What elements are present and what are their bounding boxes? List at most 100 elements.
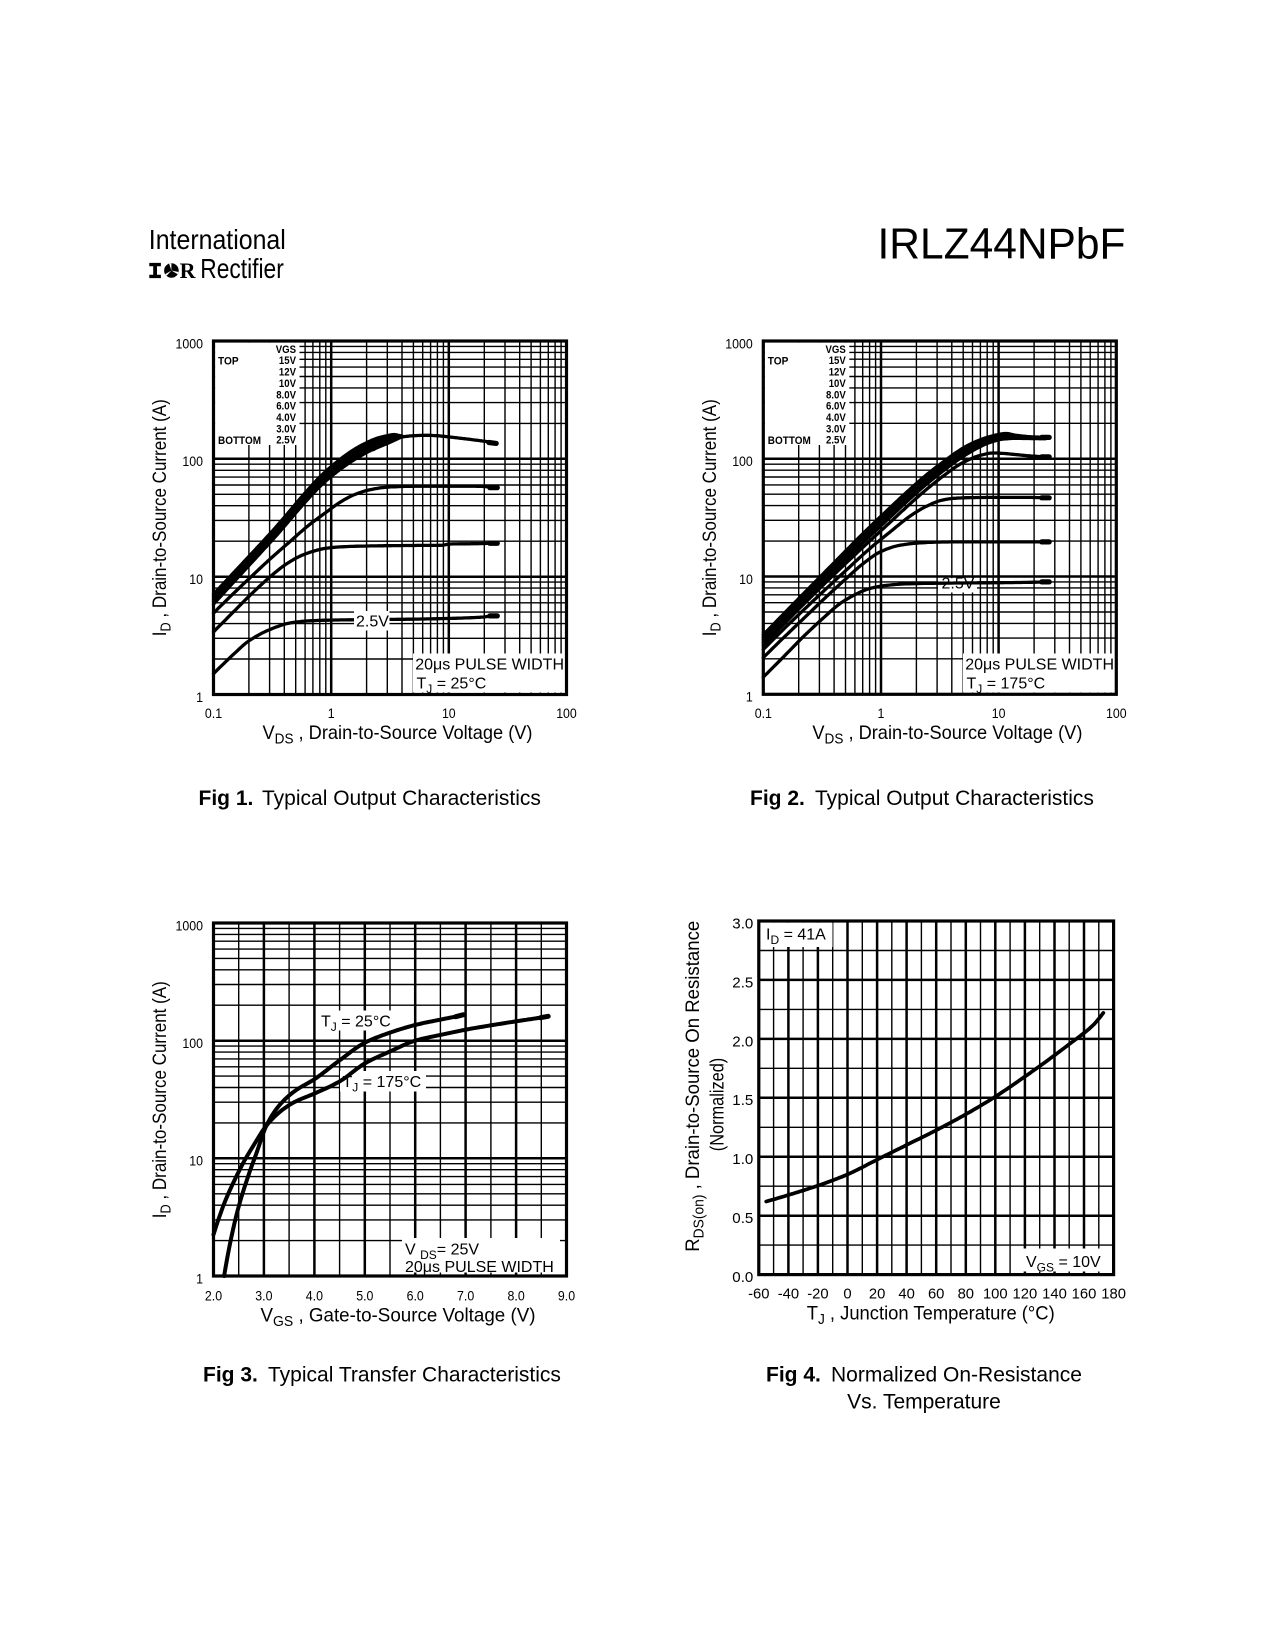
svg-text:2.0: 2.0: [205, 1289, 222, 1305]
svg-text:VGS: VGS: [826, 344, 846, 356]
svg-text:TJ​ , Junction Temperature (°: TJ​ , Junction Temperature (°C): [807, 1303, 1055, 1329]
svg-text:0.1: 0.1: [205, 706, 222, 722]
svg-text:15V: 15V: [279, 355, 297, 367]
svg-text:ID​ , Drain-to-Source Current: ID​ , Drain-to-Source Current (A): [149, 981, 175, 1218]
svg-text:3.0V: 3.0V: [276, 423, 297, 435]
svg-text:(Normalized): (Normalized): [707, 1058, 729, 1152]
svg-text:International: International: [149, 224, 286, 255]
svg-text:10: 10: [442, 706, 456, 722]
svg-text:-60: -60: [748, 1286, 769, 1302]
svg-text:1: 1: [196, 1271, 203, 1287]
svg-text:2.0: 2.0: [732, 1034, 753, 1050]
svg-text:20μs PULSE WIDTH: 20μs PULSE WIDTH: [965, 657, 1114, 674]
svg-text:VGS: VGS: [276, 344, 296, 356]
svg-text:0.0: 0.0: [732, 1270, 753, 1286]
svg-text:4.0: 4.0: [306, 1289, 323, 1305]
svg-text:VGS​ , Gate-to-Source Voltage: VGS​ , Gate-to-Source Voltage (V): [261, 1305, 536, 1331]
svg-text:8.0V: 8.0V: [276, 389, 297, 401]
svg-text:100: 100: [182, 454, 203, 470]
svg-text:V DS​= 25V: V DS​= 25V: [405, 1242, 479, 1263]
svg-text:10V: 10V: [829, 378, 847, 390]
svg-text:R: R: [180, 258, 197, 283]
svg-text:1.0: 1.0: [732, 1152, 753, 1168]
svg-text:Fig 4.Normalized On-Resistance: Fig 4. Normalized On-Resistance: [766, 1364, 1082, 1387]
svg-text:100: 100: [556, 706, 577, 722]
svg-text:0.1: 0.1: [755, 706, 772, 722]
svg-text:1: 1: [328, 706, 335, 722]
svg-text:2.5V: 2.5V: [942, 576, 975, 593]
svg-text:ID​ , Drain-to-Source Current: ID​ , Drain-to-Source Current (A): [149, 399, 175, 636]
svg-text:140: 140: [1042, 1286, 1067, 1302]
svg-text:8.0V: 8.0V: [826, 389, 847, 401]
svg-text:ID​ = 41A: ID​ = 41A: [766, 927, 826, 948]
svg-text:TJ​ = 25°C: TJ​ = 25°C: [417, 676, 487, 697]
svg-text:20: 20: [869, 1286, 885, 1302]
svg-text:180: 180: [1101, 1286, 1126, 1302]
svg-text:Fig 2.Typical Output Character: Fig 2. Typical Output Characteristics: [750, 787, 1094, 810]
svg-text:1000: 1000: [176, 336, 204, 352]
svg-text:Vs. Temperature: Vs. Temperature: [847, 1391, 1001, 1414]
svg-text:2.5V: 2.5V: [356, 614, 389, 631]
svg-text:60: 60: [928, 1286, 944, 1302]
svg-text:VDS​ , Drain-to-Source Voltage: VDS​ , Drain-to-Source Voltage (V): [263, 722, 533, 748]
svg-text:100: 100: [182, 1036, 203, 1052]
svg-text:100: 100: [732, 454, 753, 470]
svg-text:1: 1: [746, 690, 753, 706]
svg-text:160: 160: [1072, 1286, 1097, 1302]
svg-text:2.5V: 2.5V: [276, 435, 297, 447]
svg-text:-20: -20: [807, 1286, 828, 1302]
svg-text:6.0V: 6.0V: [276, 401, 297, 413]
svg-text:4.0V: 4.0V: [826, 412, 847, 424]
svg-text:TJ​ = 25°C: TJ​ = 25°C: [321, 1014, 391, 1035]
svg-text:3.0V: 3.0V: [826, 423, 847, 435]
svg-text:5.0: 5.0: [356, 1289, 373, 1305]
svg-text:BOTTOM: BOTTOM: [218, 435, 261, 447]
svg-text:0.5: 0.5: [732, 1211, 753, 1227]
svg-text:Rectifier: Rectifier: [200, 253, 283, 284]
svg-text:6.0V: 6.0V: [826, 401, 847, 413]
svg-text:TJ​ = 175°C: TJ​ = 175°C: [343, 1074, 422, 1095]
svg-text:15V: 15V: [829, 355, 847, 367]
svg-text:3.0: 3.0: [732, 916, 753, 932]
svg-text:2.5: 2.5: [732, 975, 753, 991]
svg-text:TOP: TOP: [768, 355, 789, 367]
svg-text:10: 10: [189, 572, 203, 588]
svg-text:0: 0: [843, 1286, 851, 1302]
svg-text:IRLZ44NPbF: IRLZ44NPbF: [878, 221, 1126, 269]
svg-text:1: 1: [196, 690, 203, 706]
svg-text:10: 10: [739, 572, 753, 588]
svg-text:8.0: 8.0: [508, 1289, 525, 1305]
svg-text:1000: 1000: [725, 336, 753, 352]
svg-text:10: 10: [992, 706, 1006, 722]
svg-text:7.0: 7.0: [457, 1289, 474, 1305]
svg-text:80: 80: [958, 1286, 974, 1302]
svg-text:120: 120: [1013, 1286, 1038, 1302]
svg-text:10: 10: [189, 1154, 203, 1170]
svg-text:20μs PULSE WIDTH: 20μs PULSE WIDTH: [405, 1259, 554, 1276]
svg-text:10V: 10V: [279, 378, 297, 390]
svg-text:4.0V: 4.0V: [276, 412, 297, 424]
svg-text:Fig 3.Typical Transfer Charact: Fig 3. Typical Transfer Characteristics: [203, 1364, 561, 1387]
svg-text:VGS​ = 10V: VGS​ = 10V: [1026, 1254, 1101, 1275]
svg-text:3.0: 3.0: [255, 1289, 272, 1305]
svg-text:100: 100: [983, 1286, 1008, 1302]
svg-text:12V: 12V: [829, 367, 847, 379]
svg-text:TJ​ = 175°C: TJ​ = 175°C: [967, 676, 1046, 697]
svg-text:RDS(on)​ , Drain-to-Source On: RDS(on)​ , Drain-to-Source On Resistance: [682, 921, 708, 1252]
svg-text:BOTTOM: BOTTOM: [768, 435, 811, 447]
svg-text:ID​ , Drain-to-Source Current: ID​ , Drain-to-Source Current (A): [699, 399, 725, 636]
svg-text:Fig 1.Typical Output Character: Fig 1. Typical Output Characteristics: [199, 787, 541, 810]
svg-text:VDS​ , Drain-to-Source Voltage: VDS​ , Drain-to-Source Voltage (V): [812, 722, 1082, 748]
svg-text:100: 100: [1106, 706, 1127, 722]
svg-text:9.0: 9.0: [558, 1289, 575, 1305]
svg-text:-40: -40: [778, 1286, 799, 1302]
svg-text:1: 1: [878, 706, 885, 722]
svg-text:1.5: 1.5: [732, 1093, 753, 1109]
svg-text:40: 40: [898, 1286, 914, 1302]
svg-text:1000: 1000: [176, 918, 204, 934]
svg-text:TOP: TOP: [218, 355, 239, 367]
svg-text:12V: 12V: [279, 367, 297, 379]
svg-text:2.5V: 2.5V: [826, 435, 847, 447]
svg-text:20μs PULSE WIDTH: 20μs PULSE WIDTH: [415, 657, 564, 674]
svg-text:6.0: 6.0: [407, 1289, 424, 1305]
